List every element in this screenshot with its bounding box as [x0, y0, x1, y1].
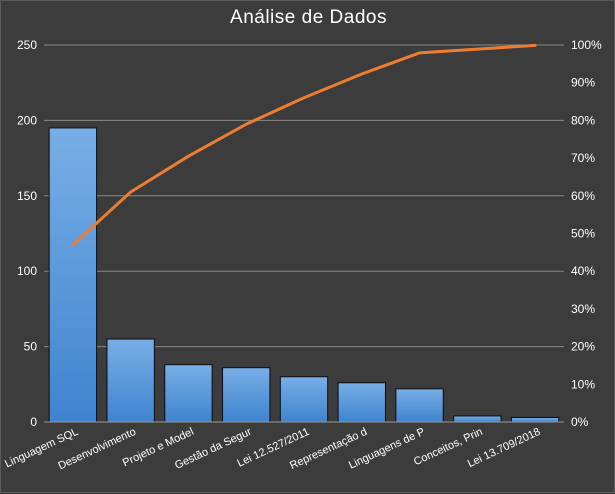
bar — [453, 415, 502, 423]
bar — [164, 364, 213, 423]
left-tick-label: 100 — [17, 264, 37, 278]
right-tick-label: 20% — [571, 340, 595, 354]
left-tick-label: 0 — [30, 415, 37, 429]
right-axis: 0% 10% 20% 30% 40% 50% 60% 70% 80% 90% 100% — [571, 38, 602, 429]
bar — [510, 416, 560, 423]
gridlines — [44, 44, 564, 348]
right-tick-label: 50% — [571, 227, 595, 241]
cumulative-series-line — [71, 43, 537, 247]
right-tick-label: 70% — [571, 151, 595, 165]
right-tick-label: 0% — [571, 415, 589, 429]
bar — [279, 376, 329, 423]
right-tick-label: 90% — [571, 76, 595, 90]
bars — [48, 127, 560, 423]
bar — [106, 338, 155, 423]
right-tick-label: 10% — [571, 377, 595, 391]
left-tick-label: 150 — [17, 189, 37, 203]
right-tick-label: 40% — [571, 264, 595, 278]
left-tick-label: 250 — [17, 38, 37, 52]
right-tick-label: 60% — [571, 189, 595, 203]
cumulative-line — [71, 43, 537, 247]
bar — [337, 382, 386, 423]
chart-title: Análise de Dados — [230, 7, 387, 28]
left-axis: 0 50 100 150 200 250 — [17, 38, 37, 429]
bar — [222, 367, 271, 423]
right-tick-label: 30% — [571, 302, 595, 316]
bar — [48, 127, 98, 423]
right-tick-label: 80% — [571, 113, 595, 127]
left-tick-label: 200 — [17, 113, 37, 127]
left-tick-label: 50 — [24, 340, 38, 354]
right-tick-label: 100% — [571, 38, 602, 52]
bar — [395, 388, 444, 423]
